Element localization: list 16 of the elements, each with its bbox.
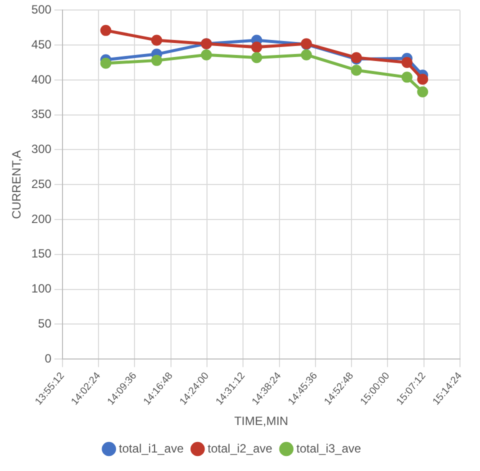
x-axis-title: TIME,MIN: [234, 414, 288, 428]
y-tick-label: 450: [31, 37, 52, 52]
y-tick-label: 500: [31, 2, 52, 17]
y-tick-label: 50: [38, 316, 52, 330]
y-tick-label: 400: [31, 72, 52, 86]
y-tick-label: 0: [44, 351, 52, 366]
legend-label: total_i1_ave: [118, 441, 184, 456]
y-tick-label: 300: [31, 142, 52, 156]
y-tick-label: 350: [31, 107, 52, 122]
y-tick-label: 150: [31, 246, 52, 261]
y-axis-title: CURRENT,A: [10, 150, 24, 219]
legend-label: total_i2_ave: [208, 441, 273, 456]
y-tick-label: 200: [31, 212, 52, 226]
legend-label: total_i3_ave: [296, 441, 362, 456]
y-tick-label: 100: [31, 282, 52, 296]
y-tick-label: 250: [31, 176, 52, 191]
